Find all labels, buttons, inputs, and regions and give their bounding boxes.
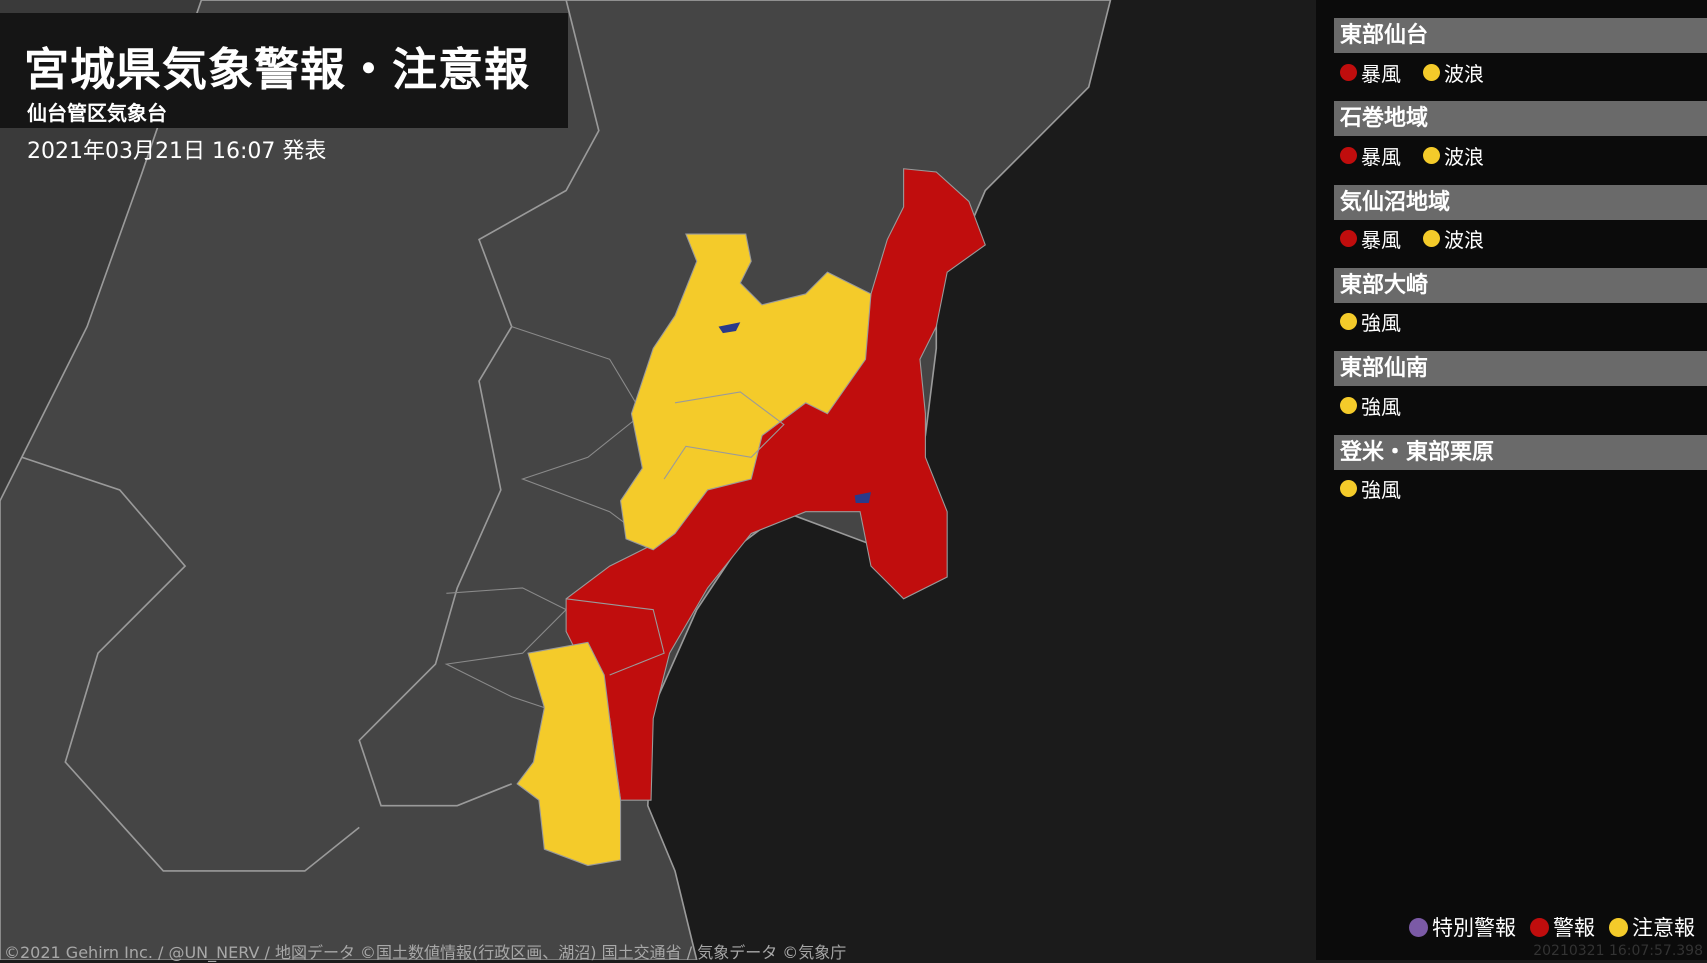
area-block: 気仙沼地域暴風 波浪 [1334,184,1707,258]
issued-time: 2021年03月21日 16:07 発表 [27,139,327,164]
area-name: 石巻地域 [1334,101,1707,137]
legend-label: 警報 [1553,916,1595,940]
prefecture-border [21,456,360,872]
area-block: 登米・東部栗原強風 [1334,434,1707,508]
warning-item: 強風 [1340,474,1401,503]
area-name: 気仙沼地域 [1334,184,1707,220]
legend-item: 特別警報 [1409,912,1516,942]
area-yellow-north [619,233,872,551]
lake [854,492,871,503]
area-items: 暴風 波浪 [1334,136,1707,174]
warning-item: 暴風 [1340,224,1401,253]
warning-item: 波浪 [1423,58,1484,87]
area-block: 東部仙台暴風 波浪 [1334,18,1707,91]
warning-dot-icon [1340,230,1357,248]
municipal-border [566,598,665,676]
warning-label: 波浪 [1444,61,1484,86]
warning-dot-icon [1340,146,1357,164]
warning-label: 強風 [1361,311,1401,336]
warning-dot-icon [1340,63,1357,81]
warning-item: 強風 [1340,307,1401,336]
municipal-border [444,587,568,709]
warning-label: 暴風 [1361,144,1401,169]
municipal-border [663,391,785,480]
page-title: 宮城県気象警報・注意報 [24,43,531,96]
warning-label: 強風 [1361,394,1401,419]
warning-item: 暴風 [1340,141,1401,170]
advisory-dot-icon [1423,63,1440,81]
area-block: 東部仙南強風 [1334,351,1707,424]
warning-item: 暴風 [1340,58,1401,87]
advisory-dot-icon [1423,230,1440,248]
legend-item: 警報 [1530,912,1595,942]
lake [718,322,741,334]
legend-item: 注意報 [1609,912,1695,942]
area-name: 東部仙台 [1334,18,1707,53]
municipal-border [511,326,654,545]
warning-label: 強風 [1361,478,1401,502]
warning-label: 暴風 [1361,228,1401,253]
legend-label: 特別警報 [1432,916,1516,940]
special_warning-dot-icon [1409,917,1428,937]
area-items: 強風 [1334,470,1707,508]
legend-label: 注意報 [1632,916,1695,940]
warning-item: 強風 [1340,391,1401,420]
warning-label: 波浪 [1444,144,1484,169]
prefecture-border [358,0,600,807]
advisory-dot-icon [1340,396,1357,414]
area-items: 強風 [1334,303,1707,341]
advisory-dot-icon [1340,313,1357,331]
area-block: 石巻地域暴風 波浪 [1334,101,1707,174]
issuer: 仙台管区気象台 [27,101,167,125]
area-name: 東部仙南 [1334,351,1707,387]
advisory-dot-icon [1340,480,1357,497]
title-panel: 宮城県気象警報・注意報 仙台管区気象台 [0,13,568,128]
warning-item: 波浪 [1423,141,1484,170]
warning-item: 波浪 [1423,224,1484,253]
area-items: 強風 [1334,386,1707,424]
area-block: 東部大崎強風 [1334,267,1707,341]
warning-label: 波浪 [1444,228,1484,253]
advisory-dot-icon [1423,146,1440,164]
area-items: 暴風 波浪 [1334,53,1707,91]
area-list-panel: 東部仙台 暴風 波浪 石巻地域 暴風 波浪 気仙沼地域 暴風 波浪 東部大崎 強風 東部仙南 強風 登米・… [1316,0,1707,960]
credit: ©2021 Gehirn Inc. / @UN_NERV / 地図データ ©国土… [4,943,847,962]
area-name: 東部大崎 [1334,267,1707,303]
area-name: 登米・東部栗原 [1334,434,1707,470]
area-yellow-south [516,641,622,867]
timestamp: 20210321 16:07:57.398 [1533,943,1703,959]
warning-label: 暴風 [1361,61,1401,86]
area-items: 暴風 波浪 [1334,220,1707,258]
warning-dot-icon [1530,917,1549,937]
legend: 特別警報 警報 注意報 [1395,912,1695,942]
advisory-dot-icon [1609,917,1628,937]
